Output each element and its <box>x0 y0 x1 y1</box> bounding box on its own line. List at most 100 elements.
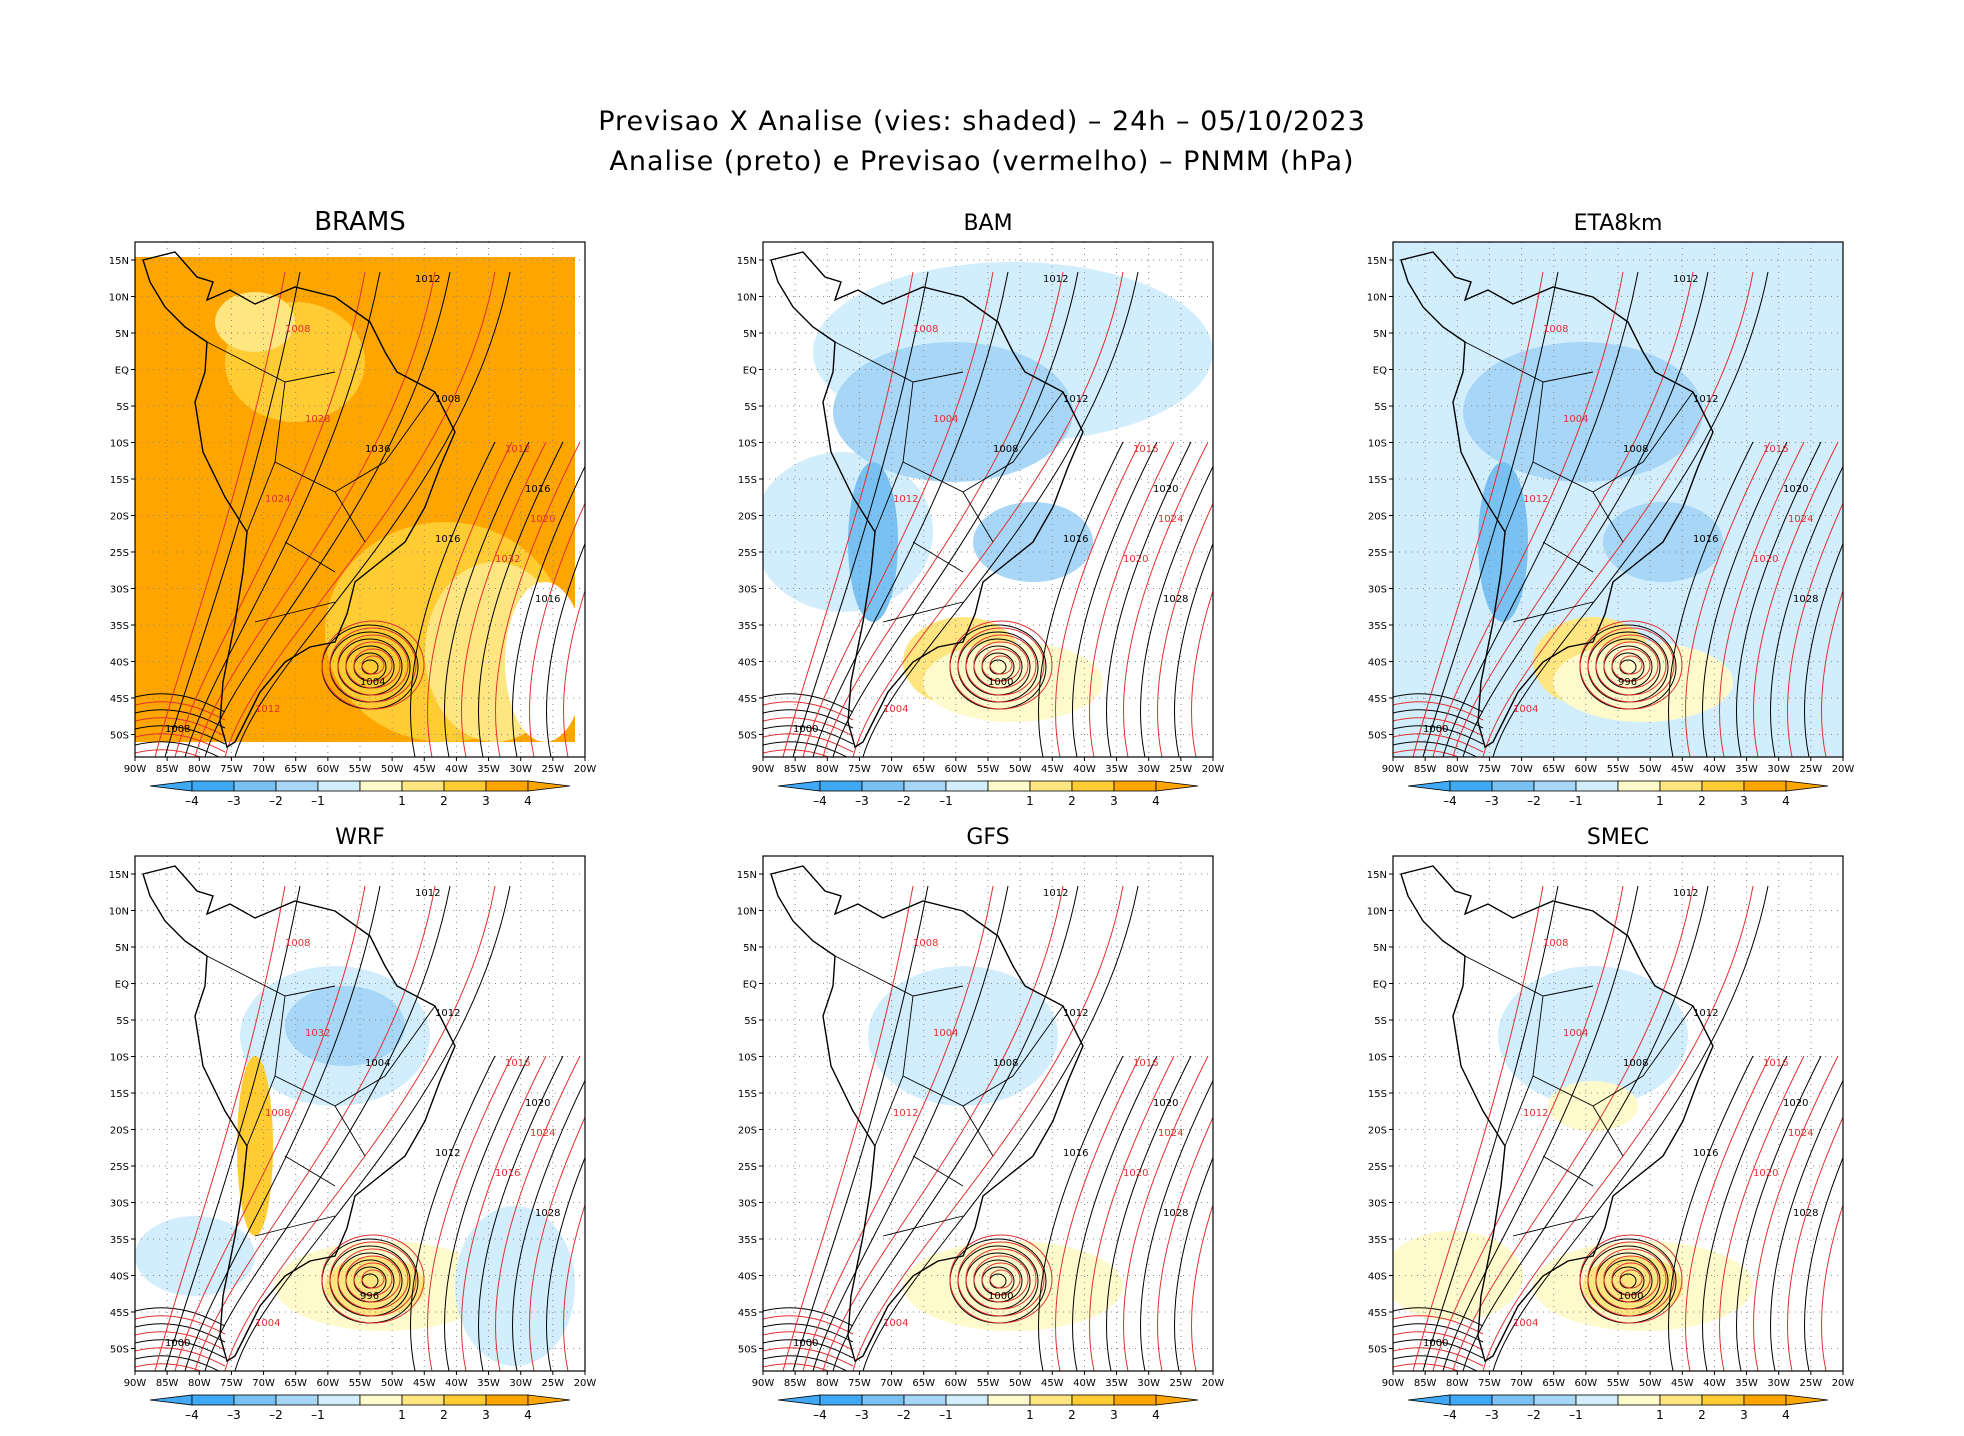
map-area: 1012 1008 1012 1016 1020 1024 1028 1004 1008 1012… <box>763 242 1213 757</box>
colorbar-swatch <box>861 1394 905 1406</box>
colorbar: –4 –3 –2 –1 1 2 3 4 <box>1407 1394 1829 1422</box>
lon-tick-label: 55W <box>977 764 1000 775</box>
contour-label: 1012 <box>505 444 530 455</box>
colorbar-label: –1 <box>311 1408 325 1422</box>
lon-tick-label: 45W <box>1671 1378 1694 1389</box>
colorbar-swatch <box>191 780 235 792</box>
contour-label: 1016 <box>1693 534 1718 545</box>
lat-tick-label: 15N <box>737 256 757 267</box>
colorbar: –4 –3 –2 –1 1 2 3 4 <box>777 780 1199 808</box>
lat-tick-label: 45S <box>1368 1308 1387 1319</box>
colorbar-swatch <box>485 1394 529 1406</box>
lat-tick-label: 50S <box>1368 1345 1387 1356</box>
contour-label: 1016 <box>1763 1058 1788 1069</box>
lat-tick-label: 10S <box>110 1053 129 1064</box>
lat-tick-label: 5N <box>743 943 757 954</box>
colorbar-swatch <box>903 780 947 792</box>
contour-label: 1012 <box>255 704 280 715</box>
lon-tick-label: 60W <box>945 1378 968 1389</box>
lon-tick-label: 50W <box>1009 764 1032 775</box>
contour-label: 1008 <box>435 394 460 405</box>
colorbar-label: 3 <box>1110 1408 1118 1422</box>
colorbar-label: 2 <box>1068 1408 1076 1422</box>
contour-label: 1020 <box>1753 1168 1778 1179</box>
colorbar-swatch <box>233 1394 277 1406</box>
contour-label: 1004 <box>883 704 908 715</box>
colorbar-swatch <box>1659 1394 1703 1406</box>
lat-tick-label: 10N <box>737 907 757 918</box>
isobars <box>135 885 585 1371</box>
colorbar-swatch <box>233 780 277 792</box>
map-area: 1012 1008 1012 1016 1020 1024 1028 1004 1008 1012… <box>1393 242 1843 757</box>
lat-tick-label: 30S <box>1368 1199 1387 1210</box>
colorbar-swatch <box>1575 1394 1619 1406</box>
lon-tick-label: 40W <box>1703 764 1726 775</box>
lat-tick-label: 35S <box>738 621 757 632</box>
contour-labels: 1012 1008 1012 1016 1020 1024 1028 1004 1008 1012… <box>793 274 1188 735</box>
lat-tick-label: 30S <box>738 1199 757 1210</box>
coastline <box>142 865 456 1362</box>
lat-tick-label: 40S <box>1368 1272 1387 1283</box>
colorbar-swatch <box>1113 780 1157 792</box>
lon-tick-label: 70W <box>1510 1378 1533 1389</box>
colorbar-swatch <box>903 1394 947 1406</box>
colorbar-label: –1 <box>939 1408 953 1422</box>
colorbar-swatch <box>1533 1394 1577 1406</box>
contour-label: 1024 <box>1788 514 1813 525</box>
lon-tick-label: 80W <box>188 764 211 775</box>
contour-label: 1004 <box>883 1318 908 1329</box>
colorbar-swatch <box>1701 780 1745 792</box>
lon-tick-label: 85W <box>156 764 179 775</box>
lon-tick-label: 90W <box>1382 1378 1405 1389</box>
lat-tick-label: 30S <box>110 1199 129 1210</box>
lat-tick-label: 10N <box>109 907 129 918</box>
contour-label: 1020 <box>1783 1098 1808 1109</box>
lon-tick-label: 45W <box>413 1378 436 1389</box>
contour-label: 1008 <box>913 324 938 335</box>
colorbar-label: 3 <box>1740 1408 1748 1422</box>
lon-tick-label: 70W <box>252 1378 275 1389</box>
lat-tick-label: 5S <box>1374 1016 1387 1027</box>
lat-tick-label: 30S <box>110 585 129 596</box>
lat-tick-label: 35S <box>110 1235 129 1246</box>
contour-label: 1028 <box>305 414 330 425</box>
colorbar-label: –3 <box>227 794 241 808</box>
colorbar-label: –3 <box>855 1408 869 1422</box>
contour-label: 1016 <box>1133 1058 1158 1069</box>
low-center-label: 1000 <box>988 677 1013 688</box>
lat-tick-label: 35S <box>738 1235 757 1246</box>
colorbar: –4 –3 –2 –1 1 2 3 4 <box>777 1394 1199 1422</box>
lat-tick-label: 10S <box>1368 439 1387 450</box>
lon-tick-label: 70W <box>252 764 275 775</box>
lon-tick-label: 30W <box>1137 764 1160 775</box>
colorbar-label: –2 <box>1527 1408 1541 1422</box>
contour-label: 1004 <box>365 1058 390 1069</box>
lon-tick-label: 75W <box>1478 764 1501 775</box>
contour-label: 1008 <box>1543 324 1568 335</box>
contour-label: 1008 <box>165 724 190 735</box>
lat-tick-label: 25S <box>738 1162 757 1173</box>
colorbar-swatch <box>317 1394 361 1406</box>
panel-wrf: WRF1012100810121016102010241028103210041… <box>109 825 597 1422</box>
colorbar-label: 4 <box>524 1408 532 1422</box>
contour-label: 1004 <box>1563 414 1588 425</box>
lat-tick-label: 10N <box>1367 293 1387 304</box>
map-area: 1012 1008 1012 1016 1020 1024 1028 1004 1008 1012… <box>1393 856 1843 1371</box>
contour-label: 1008 <box>285 324 310 335</box>
colorbar-swatch <box>443 780 487 792</box>
colorbar: –4 –3 –2 –1 1 2 3 4 <box>1407 780 1829 808</box>
lon-tick-label: 20W <box>574 1378 597 1389</box>
lon-tick-label: 50W <box>1639 764 1662 775</box>
colorbar-label: 4 <box>1782 794 1790 808</box>
lon-tick-label: 70W <box>880 764 903 775</box>
lat-tick-label: 15S <box>1368 475 1387 486</box>
colorbar-swatch <box>1113 1394 1157 1406</box>
lon-tick-label: 40W <box>1703 1378 1726 1389</box>
lat-tick-label: 15N <box>737 870 757 881</box>
contour-label: 1028 <box>1793 1208 1818 1219</box>
lon-tick-label: 65W <box>284 764 307 775</box>
panel-title: BRAMS <box>314 207 406 237</box>
colorbar-label: 2 <box>1698 794 1706 808</box>
lon-tick-label: 50W <box>381 1378 404 1389</box>
contour-label: 1000 <box>793 724 818 735</box>
